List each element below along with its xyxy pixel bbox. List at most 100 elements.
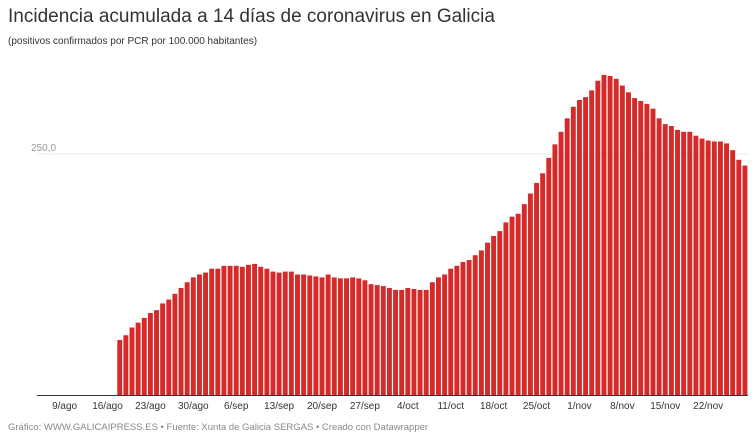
bar: [650, 108, 656, 395]
x-tick-label: 22/nov: [693, 401, 723, 412]
bar: [154, 310, 159, 395]
bar: [203, 272, 209, 395]
bar: [190, 277, 196, 395]
chart-subtitle: (positivos confirmados por PCR por 100.0…: [8, 36, 258, 47]
bar: [583, 97, 589, 396]
bar: [393, 289, 399, 395]
bar: [417, 289, 423, 395]
bar: [209, 268, 215, 395]
bar: [607, 75, 613, 395]
bar: [491, 235, 497, 395]
x-tick-label: 16/ago: [92, 401, 123, 412]
bar: [178, 287, 184, 395]
bar: [595, 80, 601, 396]
bar: [288, 271, 294, 395]
bar: [135, 322, 141, 395]
bar: [252, 263, 258, 395]
x-tick-label: 18/oct: [480, 401, 507, 412]
bar: [687, 131, 693, 395]
bar: [215, 268, 221, 395]
bar: [730, 150, 736, 395]
bar: [147, 313, 153, 395]
bar: [460, 261, 466, 395]
bar: [675, 129, 680, 395]
bar: [521, 204, 527, 395]
bar: [472, 255, 478, 395]
bar: [711, 141, 717, 395]
bar: [638, 100, 644, 395]
x-tick-label: 15/nov: [650, 401, 680, 412]
bar: [613, 78, 619, 396]
bar: [485, 242, 490, 395]
bar: [644, 103, 650, 395]
bar: [184, 282, 190, 395]
bar: [368, 284, 374, 395]
bar: [356, 278, 362, 395]
x-tick-label: 9/ago: [52, 401, 77, 412]
x-tick-label: 6/sep: [224, 401, 249, 412]
bar: [325, 274, 331, 395]
bar: [589, 90, 595, 395]
bar: [380, 286, 386, 395]
bar: [515, 213, 521, 395]
bar: [576, 100, 582, 396]
bar: [129, 327, 135, 395]
bar: [534, 182, 540, 395]
bar: [564, 118, 570, 395]
bar: [442, 274, 448, 395]
bar: [411, 288, 417, 395]
bar: [117, 340, 123, 395]
bar: [313, 276, 319, 395]
bar: [166, 299, 172, 395]
bar: [172, 293, 178, 395]
bar: [662, 124, 668, 395]
x-tick-label: 25/oct: [523, 401, 550, 412]
bar: [601, 74, 607, 396]
bar: [350, 277, 356, 395]
bar: [221, 265, 227, 395]
bar: [436, 277, 441, 395]
bar: [619, 85, 625, 395]
bar: [681, 131, 687, 395]
x-tick-label: 20/sep: [307, 401, 337, 412]
bar: [160, 303, 166, 395]
bar: [123, 335, 129, 395]
bar: [693, 135, 699, 395]
chart-footer: Gráfico: WWW.GALICAIPRESS.ES • Fuente: X…: [8, 422, 429, 433]
bar: [503, 222, 509, 395]
bar: [331, 277, 337, 395]
bar: [233, 265, 239, 395]
bar: [540, 173, 546, 395]
chart-title: Incidencia acumulada a 14 días de corona…: [8, 6, 495, 27]
bar: [705, 140, 711, 395]
bar: [362, 280, 368, 395]
bar: [736, 159, 742, 395]
x-tick-label: 30/ago: [178, 401, 209, 412]
bar: [307, 275, 313, 395]
bar: [570, 106, 576, 395]
bar: [295, 274, 300, 395]
bar: [282, 271, 288, 395]
bar: [558, 131, 564, 395]
bar: [668, 126, 674, 395]
bar: [386, 287, 392, 395]
x-tick-label: 27/sep: [350, 401, 380, 412]
bar: [301, 274, 307, 395]
bar: [509, 216, 515, 395]
bar: [227, 265, 233, 395]
x-tick-label: 13/sep: [264, 401, 294, 412]
bar: [245, 264, 251, 395]
bar: [724, 143, 730, 395]
bar: [270, 271, 276, 395]
bar: [497, 231, 503, 395]
bar: [527, 193, 533, 395]
bar: [552, 144, 558, 395]
bar: [742, 165, 748, 395]
x-tick-label: 11/oct: [437, 401, 464, 412]
bar: [448, 268, 454, 395]
bar: [429, 282, 435, 395]
bar: [632, 98, 638, 395]
bar: [717, 141, 723, 395]
bar: [264, 268, 270, 395]
